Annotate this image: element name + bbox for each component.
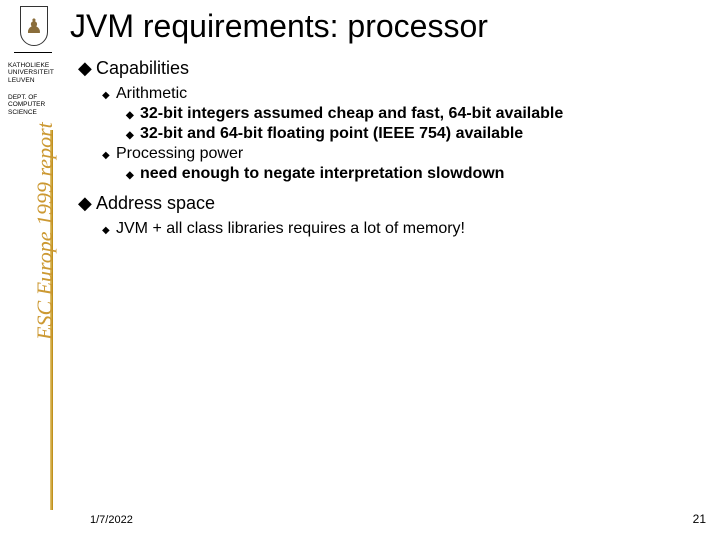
footer-page-number: 21 [693,512,706,526]
bullet-arithmetic: ◆Arithmetic [102,85,698,103]
sidebar-label: ESC Europe 1999 report [32,122,58,340]
diamond-icon: ◆ [78,193,96,214]
diamond-small-icon: ◆ [126,110,140,121]
affil-line1: KATHOLIEKE [8,62,54,69]
diamond-small-icon: ◆ [126,130,140,141]
university-crest: ♟ [14,6,54,53]
dot-icon: ◆ [102,225,116,236]
dept-line2: COMPUTER [8,101,45,108]
footer-date: 1/7/2022 [90,514,133,526]
bullet-address: ◆Address space [78,193,698,214]
dot-icon: ◆ [102,150,116,161]
crest-shield: ♟ [20,6,48,46]
affil-line2: UNIVERSITEIT [8,69,54,76]
bullet-arith-sub2: ◆32-bit and 64-bit floating point (IEEE … [126,125,698,143]
diamond-small-icon: ◆ [126,170,140,181]
crest-divider [14,52,52,53]
dept-line3: SCIENCE [8,109,45,116]
crest-figure: ♟ [25,14,43,39]
affiliation-text: KATHOLIEKE UNIVERSITEIT LEUVEN [8,62,54,84]
department-text: DEPT. OF COMPUTER SCIENCE [8,94,45,116]
slide-body: ◆Capabilities ◆Arithmetic ◆32-bit intege… [78,58,698,240]
dot-icon: ◆ [102,90,116,101]
dept-line1: DEPT. OF [8,94,45,101]
bullet-arith-sub1: ◆32-bit integers assumed cheap and fast,… [126,105,698,123]
bullet-proc-sub1: ◆need enough to negate interpretation sl… [126,165,698,183]
bullet-processing: ◆Processing power [102,145,698,163]
slide-title: JVM requirements: processor [70,8,488,45]
diamond-icon: ◆ [78,58,96,79]
affil-line3: LEUVEN [8,77,54,84]
bullet-capabilities: ◆Capabilities [78,58,698,79]
bullet-addr-sub1: ◆JVM + all class libraries requires a lo… [102,220,698,238]
